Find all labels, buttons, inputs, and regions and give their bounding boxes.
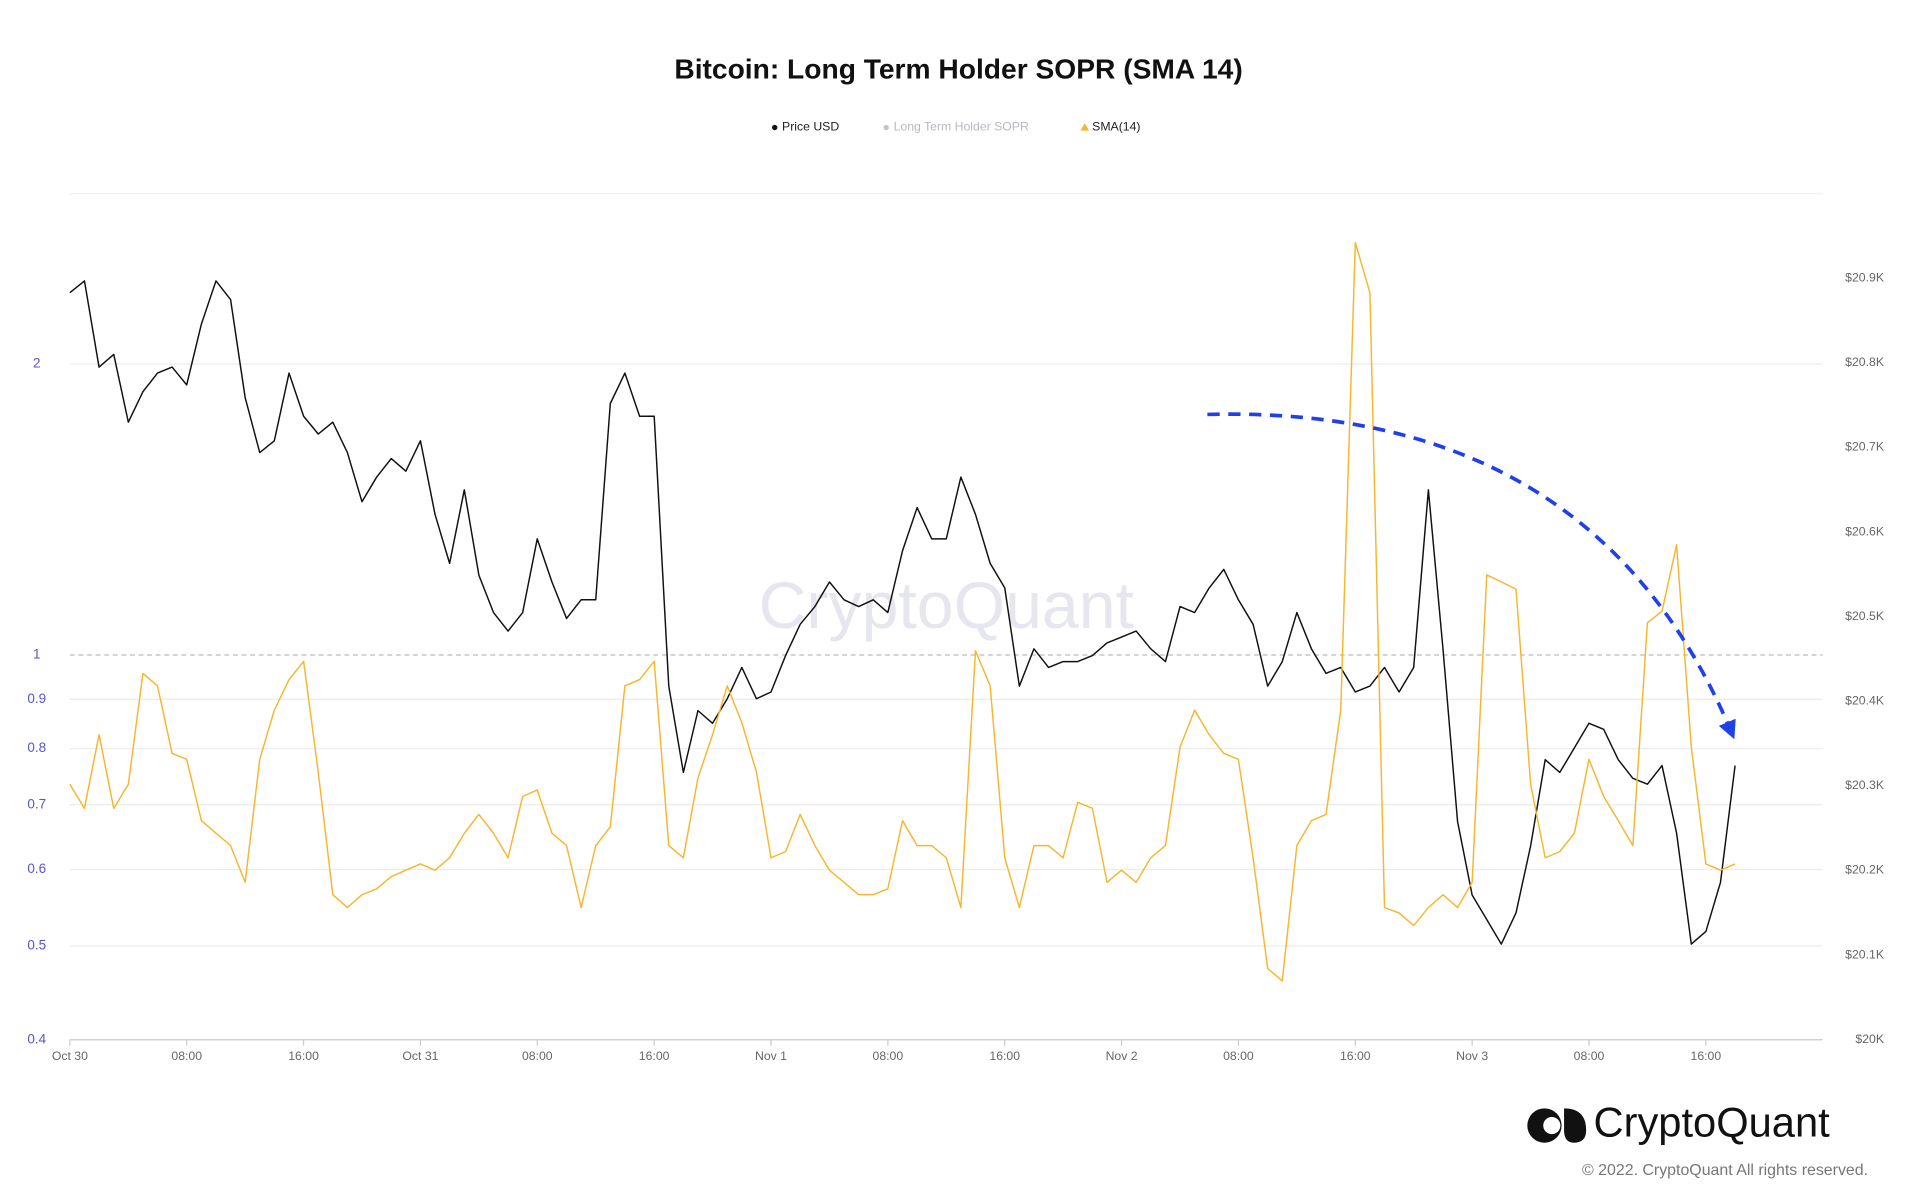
y2-tick-label: $20.9K: [1845, 271, 1885, 285]
x-tick-label: Nov 3: [1456, 1049, 1488, 1063]
y-tick-label: 0.9: [27, 691, 46, 706]
legend-label: Long Term Holder SOPR: [894, 120, 1029, 134]
series-line: [69, 280, 1736, 945]
y2-tick-label: $20.8K: [1845, 355, 1885, 369]
legend-label: SMA(14): [1092, 120, 1140, 134]
x-tick-label: Nov 1: [755, 1049, 787, 1063]
y-tick-label: 0.8: [27, 740, 46, 755]
x-tick-label: 08:00: [171, 1049, 202, 1063]
x-tick-label: Nov 2: [1106, 1049, 1138, 1063]
x-tick-label: 16:00: [639, 1049, 670, 1063]
legend-marker: [771, 124, 778, 131]
x-tick-label: 08:00: [1574, 1049, 1605, 1063]
y2-tick-label: $20.7K: [1845, 440, 1885, 454]
y-tick-label: 0.4: [27, 1031, 46, 1046]
series-line: [69, 241, 1736, 982]
x-tick-label: 16:00: [288, 1049, 319, 1063]
x-tick-label: 16:00: [1691, 1049, 1722, 1063]
y-tick-label: 0.5: [27, 938, 46, 953]
y-tick-label: 0.7: [27, 796, 46, 811]
plot-area: 0.4 0.5 0.6 0.7 0.8 0.9 1 2 $20K $20.1K $20.2K $20.…: [27, 120, 1884, 1063]
watermark: CryptoQuant: [759, 569, 1134, 643]
legend-label: Price USD: [782, 120, 839, 134]
y2-tick-label: $20.5K: [1845, 609, 1885, 623]
legend-marker: [883, 124, 889, 131]
y-tick-label: 0.6: [27, 861, 46, 876]
y-tick-label: 1: [33, 647, 40, 662]
trend-arrow: [1207, 412, 1736, 740]
brand-name: CryptoQuant: [1593, 1099, 1830, 1146]
x-tick-label: Oct 31: [402, 1049, 438, 1063]
x-tick-label: 08:00: [873, 1049, 904, 1063]
y2-tick-label: $20.2K: [1845, 863, 1885, 877]
y2-tick-label: $20.6K: [1845, 524, 1885, 538]
y2-tick-label: $20.4K: [1845, 694, 1885, 708]
x-tick-label: 16:00: [1340, 1049, 1371, 1063]
chart-title: Bitcoin: Long Term Holder SOPR (SMA 14): [674, 53, 1242, 85]
x-tick-label: 08:00: [522, 1049, 553, 1063]
y2-tick-label: $20.1K: [1845, 947, 1885, 961]
x-tick-label: 08:00: [1223, 1049, 1254, 1063]
legend-marker: [1080, 123, 1090, 131]
y2-tick-label: $20K: [1855, 1032, 1884, 1046]
y-tick-label: 2: [33, 356, 40, 371]
x-tick-label: 16:00: [989, 1049, 1020, 1063]
brand-logo: [1527, 1108, 1587, 1143]
copyright: © 2022. CryptoQuant All rights reserved.: [1582, 1162, 1868, 1179]
y2-tick-label: $20.3K: [1845, 778, 1885, 792]
x-tick-label: Oct 30: [52, 1049, 88, 1063]
